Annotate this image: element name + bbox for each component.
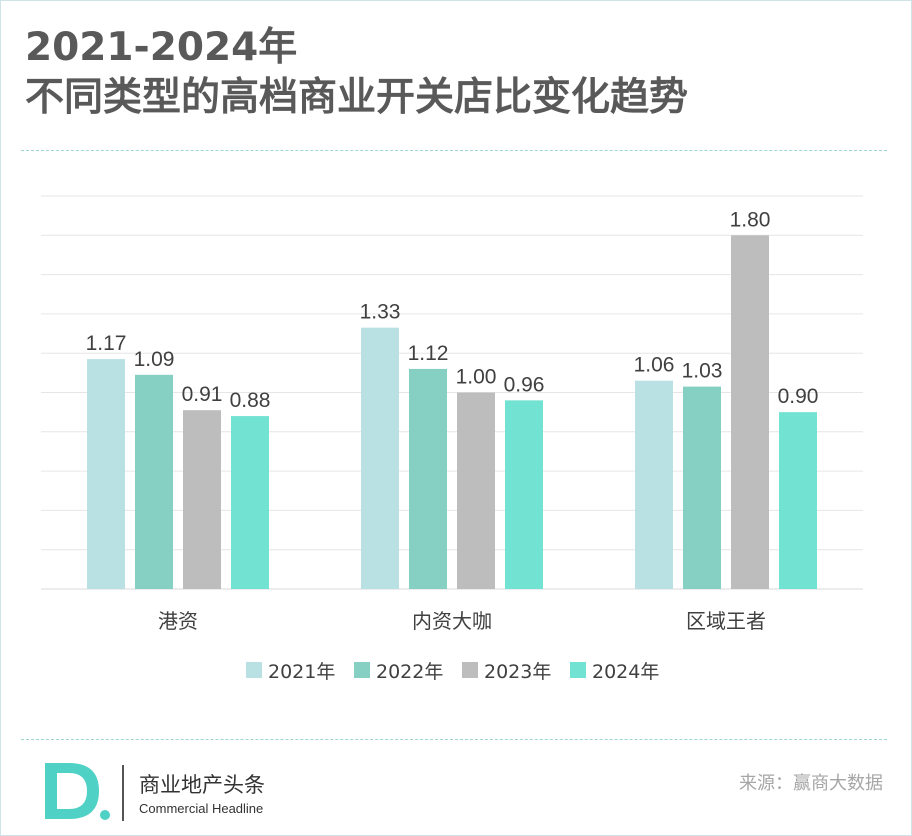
legend-label: 2023年 [484, 661, 551, 683]
data-label: 1.33 [360, 301, 401, 324]
brand-logo-icon [45, 763, 110, 820]
data-label: 1.03 [682, 360, 723, 383]
x-tick-label: 内资大咖 [412, 609, 492, 633]
bar [635, 380, 673, 589]
source-note: 来源：赢商大数据 [739, 773, 883, 794]
bottom-separator [21, 739, 887, 740]
bar [505, 400, 543, 589]
bar [683, 386, 721, 589]
legend-swatch [570, 662, 586, 678]
legend-label: 2024年 [592, 661, 659, 683]
legend-swatch [354, 662, 370, 678]
data-label: 1.00 [456, 366, 497, 389]
bar [457, 392, 495, 589]
chart-title-line2: 不同类型的高档商业开关店比变化趋势 [25, 75, 689, 120]
data-label: 1.09 [134, 348, 175, 371]
bar [361, 327, 399, 589]
legend-swatch [246, 662, 262, 678]
x-tick-label: 港资 [158, 609, 198, 633]
legend-label: 2021年 [268, 661, 335, 683]
data-label: 0.91 [182, 383, 223, 406]
brand-name-en: Commercial Headline [139, 801, 264, 816]
data-label: 1.06 [634, 354, 675, 377]
data-label: 0.88 [230, 389, 271, 412]
top-separator [21, 150, 887, 151]
legend-swatch [462, 662, 478, 678]
bar [135, 374, 173, 589]
data-label: 1.12 [408, 342, 449, 365]
chart-title-line1: 2021-2024年 [25, 25, 298, 70]
bar [87, 359, 125, 589]
bar [409, 368, 447, 589]
brand-name-cn: 商业地产头条 [139, 773, 265, 797]
chart-title: 2021-2024年 不同类型的高档商业开关店比变化趋势 [25, 23, 688, 123]
footer-divider [122, 765, 124, 821]
bar [779, 412, 817, 589]
data-label: 1.80 [730, 208, 771, 231]
data-label: 0.96 [504, 373, 545, 396]
legend-label: 2022年 [376, 661, 443, 683]
bar [731, 235, 769, 590]
data-label: 1.17 [86, 332, 127, 355]
bar [183, 410, 221, 589]
bar [231, 416, 269, 589]
x-tick-label: 区域王者 [686, 609, 766, 633]
data-label: 0.90 [778, 385, 819, 408]
bar-chart: 1.17 1.09 0.91 0.88 港资 1.33 1.12 1.00 0.96 内资大咖 1.… [41, 195, 863, 683]
